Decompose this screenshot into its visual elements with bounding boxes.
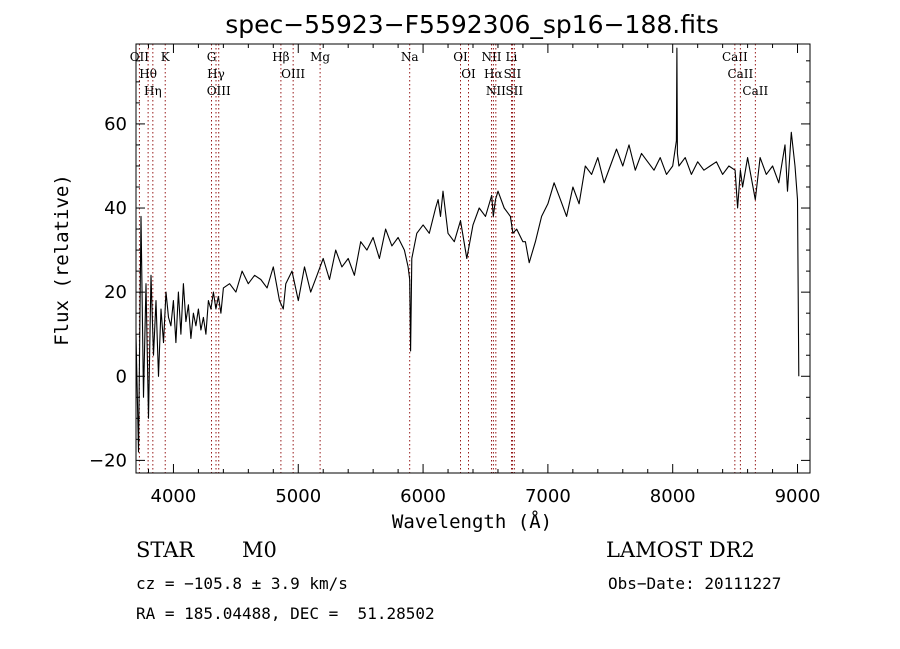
line-label: Na xyxy=(401,50,419,64)
y-axis-label: Flux (relative) xyxy=(51,174,73,346)
x-tick-label: 5000 xyxy=(275,486,321,507)
obs-date: Obs−Date: 20111227 xyxy=(608,574,782,593)
line-label: NII xyxy=(481,50,501,64)
line-label: CaII xyxy=(722,50,748,64)
line-label: CaII xyxy=(742,84,768,98)
redshift-value: cz = −105.8 ± 3.9 km/s xyxy=(136,574,348,593)
emission-lines-layer: OII Hθ Hη K G Hγ OIII Hβ OIII Mg Na OI OI NII Hα NII Li S… xyxy=(130,44,768,473)
line-label: OII xyxy=(130,50,150,64)
y-tick-label: 60 xyxy=(104,114,127,135)
line-label: OI xyxy=(453,50,468,64)
spectrum-chart: spec−55923−F5592306_sp16−188.fits OII Hθ H… xyxy=(51,10,821,533)
line-label: SII xyxy=(504,67,522,81)
y-tick-label: 0 xyxy=(116,366,127,387)
x-axis: 4000 5000 6000 7000 8000 9000 xyxy=(147,44,821,507)
y-axis: −20 0 20 40 60 xyxy=(89,60,810,471)
line-label: SII xyxy=(505,84,523,98)
y-tick-label: −20 xyxy=(89,450,127,471)
x-tick-label: 6000 xyxy=(400,486,446,507)
line-label: Hη xyxy=(144,84,162,98)
object-subclass: M0 xyxy=(242,538,277,562)
line-label: NII xyxy=(486,84,506,98)
coordinates: RA = 185.04488, DEC = 51.28502 xyxy=(136,604,435,623)
line-label: K xyxy=(161,50,171,64)
y-tick-label: 40 xyxy=(104,198,127,219)
x-tick-label: 8000 xyxy=(650,486,696,507)
line-label: Hβ xyxy=(272,50,289,64)
x-axis-label: Wavelength (Å) xyxy=(392,510,552,533)
line-label: Hθ xyxy=(139,67,157,81)
series-line xyxy=(135,47,800,453)
x-tick-label: 7000 xyxy=(525,486,571,507)
line-label: OI xyxy=(461,67,476,81)
series-layer xyxy=(135,47,800,453)
line-label: CaII xyxy=(727,67,753,81)
chart-title: spec−55923−F5592306_sp16−188.fits xyxy=(225,10,719,39)
line-label: Mg xyxy=(310,50,330,64)
x-tick-label: 4000 xyxy=(151,486,197,507)
line-label: Li xyxy=(506,50,518,64)
line-label: OIII xyxy=(281,67,305,81)
y-tick-label: 20 xyxy=(104,282,127,303)
line-label: Hα xyxy=(484,67,503,81)
x-tick-label: 9000 xyxy=(775,486,821,507)
line-label: Hγ xyxy=(207,67,225,81)
plot-frame xyxy=(135,43,811,474)
survey-name: LAMOST DR2 xyxy=(606,538,755,562)
object-class: STAR xyxy=(136,538,195,562)
line-label: OIII xyxy=(207,84,231,98)
line-label: G xyxy=(207,50,217,64)
